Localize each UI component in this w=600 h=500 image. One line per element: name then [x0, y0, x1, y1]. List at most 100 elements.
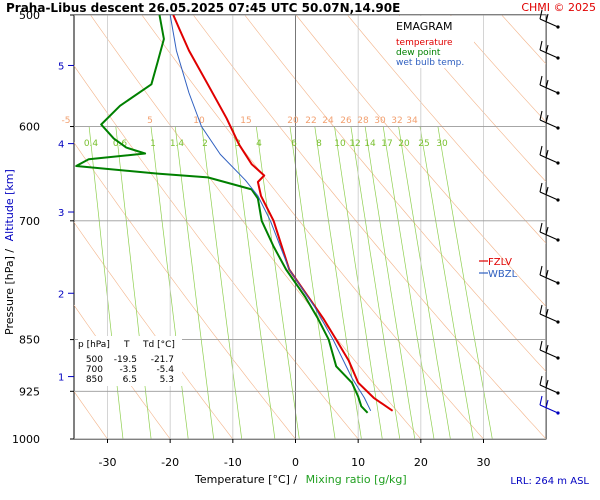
- wind-barb-flag: [539, 222, 543, 233]
- wet-bulb-temp-line: [169, 15, 372, 412]
- wind-barb-flag: [545, 344, 549, 354]
- dry-adiabat-label: 28: [357, 116, 369, 126]
- dry-adiabat-label: 30: [374, 116, 386, 126]
- table-cell: 700: [86, 365, 103, 375]
- mixing-ratio-label: 4: [256, 139, 262, 149]
- wind-barb-flag: [539, 375, 543, 386]
- wind-barb-base: [556, 161, 560, 165]
- wind-barb-base: [556, 391, 560, 395]
- wind-barb-flag: [539, 9, 543, 20]
- altitude-tick-label: 2: [58, 289, 64, 300]
- mixing-ratio-label: 30: [436, 139, 448, 149]
- mixing-ratio-line: [255, 126, 300, 439]
- mixing-ratio-label: 12: [349, 139, 360, 149]
- altitude-tick-label: 3: [58, 208, 64, 219]
- wind-barb: [539, 49, 559, 59]
- wind-barb-flag: [545, 79, 549, 89]
- x-tick-label: 10: [351, 456, 365, 469]
- legend-temperature: temperature: [396, 38, 453, 48]
- legend-dew-point: dew point: [396, 48, 441, 58]
- mixing-ratio-line: [364, 126, 416, 439]
- y-axis-label: Pressure [hPa] / Altitude [km]: [3, 169, 16, 335]
- wind-barb: [539, 18, 559, 28]
- mixing-ratio-label: 1: [150, 139, 156, 149]
- wind-barb-flag: [545, 226, 549, 236]
- y-axis-label-pressure: Pressure [hPa] /: [3, 249, 16, 335]
- dry-adiabat-line: [398, 15, 546, 183]
- y-tick-label: 700: [19, 215, 40, 228]
- dry-adiabat-label: 20: [287, 116, 299, 126]
- wind-barb-flag: [545, 269, 549, 279]
- table-cell: -19.5: [114, 355, 137, 365]
- table-cell: 5.3: [160, 375, 174, 385]
- table-header-td: Td [°C]: [142, 340, 175, 350]
- wind-barb: [539, 154, 559, 164]
- wind-barb: [539, 231, 559, 241]
- mixing-ratio-line: [350, 126, 401, 439]
- values-table-bg: [78, 336, 182, 386]
- mixing-ratio-line: [314, 126, 362, 439]
- fzlv-label: FZLV: [488, 257, 512, 268]
- dry-adiabat-line: [74, 142, 296, 439]
- mixing-ratio-line: [334, 126, 383, 439]
- mixing-ratio-label: 1.4: [170, 139, 185, 149]
- y-tick-label: 925: [19, 385, 40, 398]
- values-table: p [hPa] T Td [°C] 500 -19.5 -21.7 700 -3…: [78, 336, 182, 386]
- table-cell: -5.4: [156, 365, 174, 375]
- wind-barb-base: [556, 238, 560, 242]
- mixing-ratio-label: 20: [398, 139, 410, 149]
- y-tick-label: 500: [19, 9, 40, 22]
- x-tick-label: -30: [99, 456, 117, 469]
- level-markers: FZLV WBZL: [479, 257, 518, 280]
- wind-barb: [539, 191, 559, 201]
- y-axis-label-altitude: Altitude [km]: [3, 169, 16, 241]
- x-tick-label: 0: [292, 456, 299, 469]
- copyright: CHMI © 2025: [521, 1, 596, 14]
- wind-barb-flag: [545, 149, 549, 159]
- dry-adiabat-line: [581, 0, 600, 439]
- wind-barb-base: [556, 281, 560, 285]
- mixing-ratio-line: [419, 126, 474, 439]
- x-tick-label: 30: [477, 456, 491, 469]
- dry-adiabat-line: [74, 221, 234, 439]
- wind-barb-flag: [545, 13, 549, 23]
- y-tick-label: 600: [19, 121, 40, 134]
- mixing-ratio-label: 10: [334, 139, 346, 149]
- x-tick-label: -10: [224, 456, 242, 469]
- dry-adiabat-label: 26: [340, 116, 352, 126]
- x-axis-label-temperature: Temperature [°C] /: [194, 473, 297, 486]
- dry-adiabat-line: [449, 15, 546, 123]
- dry-adiabat-line: [74, 65, 359, 439]
- wind-barb-base: [556, 25, 560, 29]
- dry-adiabat-label: 32: [391, 116, 402, 126]
- wind-barb-base: [556, 56, 560, 60]
- background-grid: [74, 0, 600, 439]
- mixing-ratio-line: [88, 126, 124, 439]
- wind-barb-flag: [539, 182, 543, 193]
- wind-barb-base: [556, 126, 560, 130]
- dry-adiabat-line: [141, 15, 484, 439]
- table-header-t: T: [123, 340, 130, 350]
- dry-adiabat-label: 34: [406, 116, 418, 126]
- dry-adiabat-label: 5: [147, 116, 153, 126]
- mixing-ratio-line: [398, 126, 451, 439]
- wind-barb: [539, 119, 559, 129]
- wind-barb: [539, 349, 559, 359]
- wind-barb-flag: [545, 399, 549, 409]
- dry-adiabat-label: 24: [322, 116, 334, 126]
- legend-wet-bulb: wet bulb temp.: [396, 58, 464, 68]
- temperature-line: [172, 15, 394, 412]
- table-cell: -21.7: [151, 355, 174, 365]
- table-cell: 850: [86, 375, 103, 385]
- mixing-ratio-line: [437, 126, 493, 439]
- x-tick-label: 20: [414, 456, 428, 469]
- mixing-ratio-label: 2: [202, 139, 208, 149]
- mixing-ratio-label: 14: [364, 139, 376, 149]
- legend: EMAGRAM temperature dew point wet bulb t…: [392, 16, 474, 68]
- mixing-ratio-line: [150, 126, 189, 439]
- mixing-ratio-line: [382, 126, 435, 439]
- wind-barb-flag: [539, 145, 543, 156]
- x-tick-label: -20: [161, 456, 179, 469]
- wind-barb-flag: [539, 265, 543, 276]
